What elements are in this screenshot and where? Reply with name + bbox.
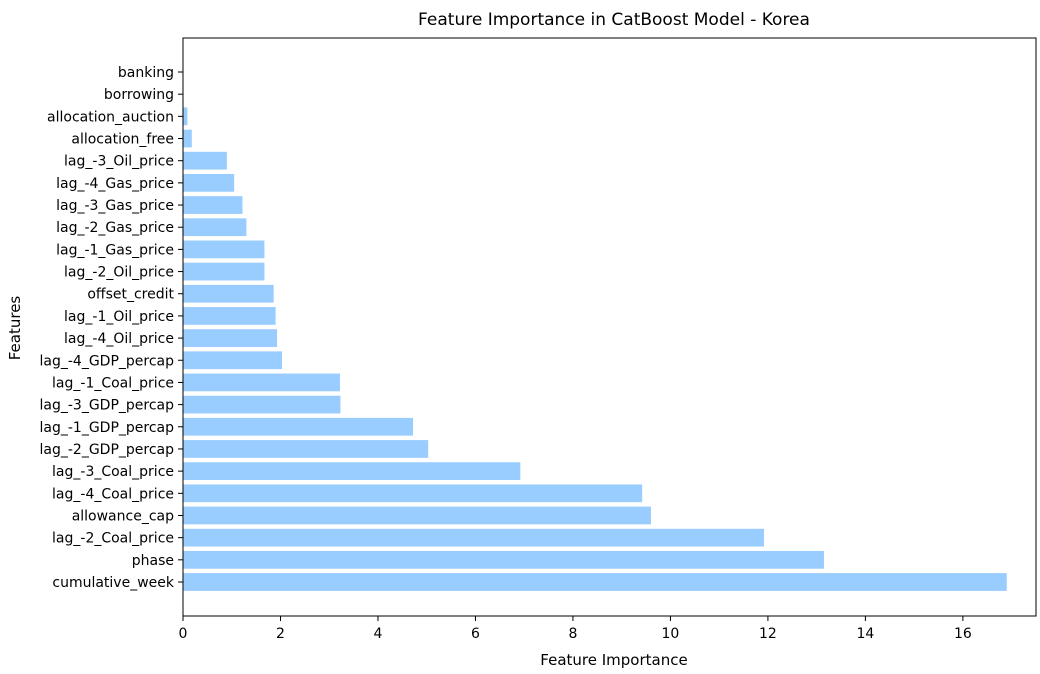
bar — [183, 196, 243, 214]
y-tick-label: lag_-1_GDP_percap — [40, 420, 175, 436]
bar — [183, 462, 521, 480]
y-tick-label: phase — [132, 553, 174, 569]
bar — [183, 151, 227, 170]
bar — [183, 329, 278, 347]
bar — [183, 484, 643, 503]
bar — [183, 440, 429, 458]
y-tick-label: lag_-2_Coal_price — [52, 531, 174, 547]
y-tick-label: offset_credit — [87, 287, 174, 303]
y-tick-label: lag_-4_Oil_price — [64, 331, 174, 347]
bar — [183, 307, 276, 325]
x-tick-label: 14 — [856, 626, 874, 642]
bar — [183, 174, 235, 192]
y-tick-label: lag_-2_Oil_price — [64, 265, 174, 281]
bar — [183, 262, 265, 281]
y-tick-label: lag_-2_GDP_percap — [40, 442, 175, 458]
y-tick-label: lag_-1_Gas_price — [56, 242, 174, 258]
plot-frame — [182, 37, 1037, 617]
x-tick-label: 2 — [276, 626, 285, 642]
y-tick-label: lag_-4_Coal_price — [52, 486, 174, 502]
bar — [183, 506, 651, 525]
x-tick-label: 4 — [374, 626, 383, 642]
x-tick-label: 16 — [954, 626, 972, 642]
x-tick-label: 10 — [662, 626, 680, 642]
x-tick-label: 0 — [179, 626, 188, 642]
y-tick-label: lag_-3_GDP_percap — [40, 398, 175, 414]
bar — [183, 351, 282, 370]
bar — [183, 528, 765, 547]
bar — [183, 395, 341, 414]
y-tick-label: lag_-4_Gas_price — [56, 176, 174, 192]
y-tick-label: lag_-2_Gas_price — [56, 220, 174, 236]
bar — [183, 240, 265, 259]
x-tick-label: 12 — [759, 626, 777, 642]
bar — [183, 573, 1007, 591]
y-tick-label: banking — [118, 65, 174, 81]
y-tick-label: lag_-4_GDP_percap — [40, 353, 175, 369]
x-axis: 0 2 4 6 8 10 12 14 16 — [179, 616, 972, 642]
bar — [183, 373, 340, 392]
y-tick-label: cumulative_week — [52, 575, 175, 591]
y-axis: cumulative_week phase lag_-2_Coal_price all… — [40, 65, 183, 591]
x-tick-label: 8 — [568, 626, 577, 642]
y-tick-label: allocation_auction — [47, 109, 174, 125]
axes-layer — [182, 37, 1037, 617]
chart-title: Feature Importance in CatBoost Model - K… — [418, 10, 810, 30]
bar — [183, 550, 824, 569]
bar — [183, 107, 188, 126]
y-tick-label: lag_-1_Coal_price — [52, 375, 174, 391]
y-axis-title: Features — [6, 296, 24, 361]
x-tick-label: 6 — [471, 626, 480, 642]
y-tick-label: lag_-1_Oil_price — [64, 309, 174, 325]
y-tick-label: lag_-3_Oil_price — [64, 154, 174, 170]
x-axis-title: Feature Importance — [540, 651, 687, 669]
y-tick-label: borrowing — [104, 87, 174, 103]
bars-layer — [183, 107, 1007, 591]
bar — [183, 417, 414, 436]
y-tick-label: lag_-3_Gas_price — [56, 198, 174, 214]
bar — [183, 218, 247, 237]
y-tick-label: lag_-3_Coal_price — [52, 464, 174, 480]
bar — [183, 284, 274, 303]
y-tick-label: allowance_cap — [72, 508, 174, 524]
y-tick-label: allocation_free — [71, 132, 174, 148]
bar — [183, 129, 192, 148]
